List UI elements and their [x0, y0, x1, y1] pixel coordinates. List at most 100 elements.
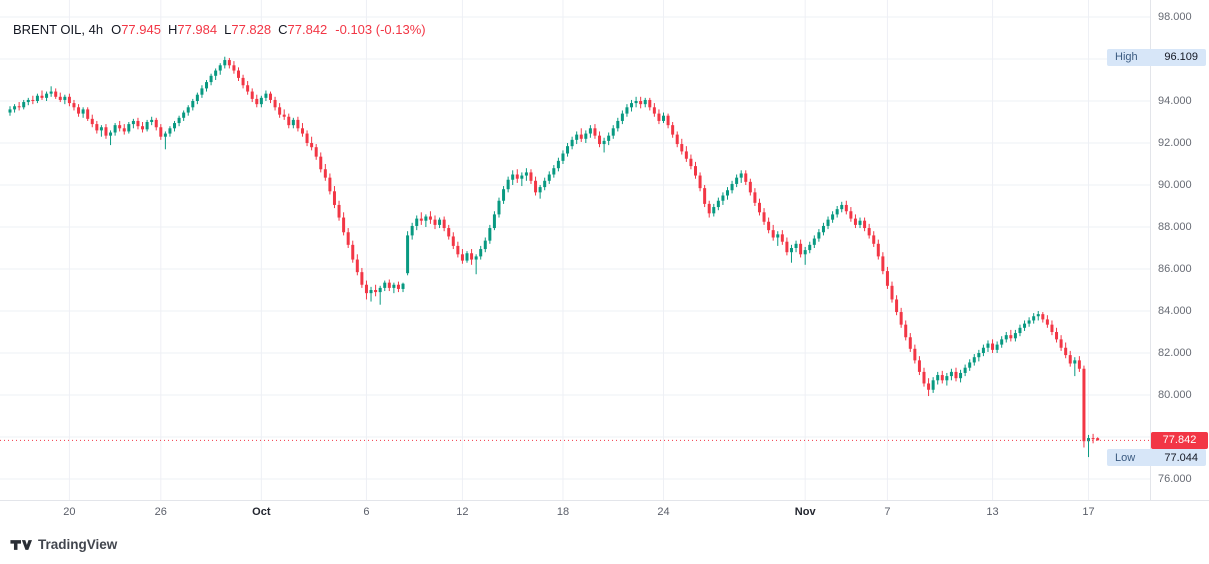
candle-body — [561, 153, 565, 161]
candle-body — [703, 188, 707, 204]
candle-body — [1045, 319, 1049, 325]
candle-body — [1041, 314, 1045, 320]
candle-body — [849, 211, 853, 219]
candle-body — [671, 125, 675, 135]
candle-body — [154, 119, 158, 128]
candle-body — [698, 175, 702, 189]
candle-body — [844, 204, 848, 212]
time-axis[interactable]: 20 26 Oct 6 12 18 24 Nov 7 13 17 — [0, 500, 1209, 526]
candle-body — [273, 99, 277, 108]
price-scale-label: 80.000 — [1158, 389, 1192, 401]
candle-body — [908, 337, 912, 349]
candle-body — [652, 107, 656, 114]
candle-body — [977, 353, 981, 358]
candle-body — [90, 118, 94, 125]
last-price-value: 77.842 — [1162, 434, 1197, 447]
candle-body — [931, 380, 935, 390]
candle-body — [104, 127, 108, 136]
candle-body — [968, 362, 972, 368]
candle-body — [680, 144, 684, 152]
candle-body — [634, 101, 638, 104]
candle-body — [885, 271, 889, 286]
candle-body — [1004, 335, 1008, 340]
high-badge-label: High — [1115, 51, 1138, 64]
candle-body — [780, 234, 784, 242]
candle-body — [502, 189, 506, 201]
candle-body — [378, 287, 382, 293]
time-axis-label: 24 — [657, 506, 670, 518]
time-axis-label: Nov — [794, 506, 816, 518]
candle-body — [913, 348, 917, 361]
candle-body — [332, 191, 336, 205]
candle-body — [1091, 438, 1095, 440]
candle-body — [721, 195, 725, 201]
candle-body — [268, 93, 272, 100]
candle-body — [1064, 347, 1068, 356]
candle-body — [858, 220, 862, 225]
candle-body — [872, 235, 876, 244]
legend-c-value: C77.842 — [278, 22, 328, 37]
price-scale[interactable]: 98.00096.00094.00092.00090.00088.00086.0… — [1150, 0, 1209, 500]
candle-body — [821, 225, 825, 233]
candle-body — [981, 347, 985, 353]
candle-body — [150, 119, 154, 122]
candle-body — [895, 299, 899, 313]
candle-body — [1023, 323, 1027, 328]
candle-body — [657, 113, 661, 121]
candlestick-chart[interactable] — [0, 0, 1150, 500]
candle-body — [163, 133, 167, 137]
candle-body — [95, 124, 99, 131]
candle-body — [506, 179, 510, 190]
candle-body — [282, 114, 286, 117]
symbol-title[interactable]: BRENT OIL, 4h — [13, 22, 104, 37]
candle-body — [1009, 335, 1013, 339]
legend-h-value: H77.984 — [167, 22, 218, 37]
candle-body — [789, 248, 793, 253]
candle-body — [616, 120, 620, 129]
time-axis-label: 20 — [63, 506, 76, 518]
candle-body — [584, 133, 588, 139]
candle-body — [803, 250, 807, 255]
candle-body — [547, 174, 551, 181]
time-axis-label: 6 — [363, 506, 370, 518]
candle-body — [492, 214, 496, 229]
candle-body — [328, 177, 332, 192]
candle-body — [305, 133, 309, 143]
candle-body — [232, 65, 236, 71]
candle-body — [529, 172, 533, 181]
price-scale-label: 98.000 — [1158, 11, 1192, 23]
candle-body — [255, 98, 259, 105]
candle-body — [566, 146, 570, 154]
candle-body — [675, 134, 679, 145]
price-scale-label: 82.000 — [1158, 347, 1192, 359]
candle-body — [625, 107, 629, 114]
candle-body — [826, 219, 830, 226]
time-axis-label: Oct — [252, 506, 271, 518]
candle-body — [835, 209, 839, 215]
candle-body — [794, 243, 798, 248]
candle-body — [173, 123, 177, 129]
time-axis-label: 17 — [1082, 506, 1095, 518]
candle-body — [785, 241, 789, 253]
candle-body — [214, 70, 218, 76]
candle-body — [1032, 316, 1036, 321]
candle-body — [757, 202, 761, 213]
candle-body — [579, 134, 583, 139]
candle-body — [109, 132, 113, 136]
tradingview-logo[interactable]: TradingView — [10, 537, 117, 552]
candle-body — [456, 245, 460, 255]
price-scale-label: 76.000 — [1158, 473, 1192, 485]
candle-body — [136, 120, 140, 127]
candle-body — [131, 120, 135, 125]
chart-plot-area[interactable] — [0, 0, 1150, 500]
candle-body — [776, 234, 780, 238]
candle-body — [630, 103, 634, 108]
candle-body — [49, 91, 53, 94]
candle-body — [607, 135, 611, 141]
candle-body — [1087, 438, 1091, 442]
tradingview-logo-icon — [10, 539, 32, 550]
candle-body — [406, 235, 410, 274]
candle-body — [483, 240, 487, 250]
candle-body — [771, 230, 775, 238]
